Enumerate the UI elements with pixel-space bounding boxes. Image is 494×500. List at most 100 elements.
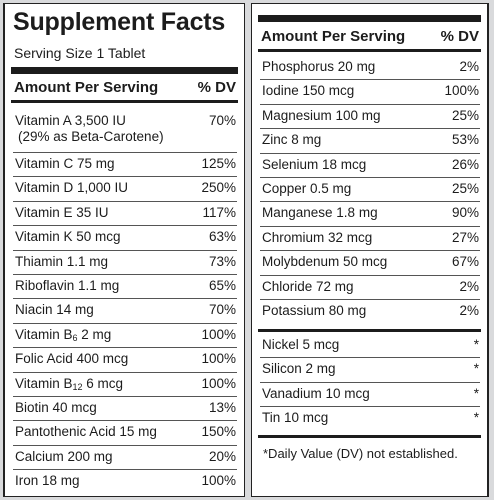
daily-value: 70% — [208, 113, 236, 128]
nutrient-row: Molybdenum 50 mcg 67% — [260, 251, 480, 276]
footnote: *Daily Value (DV) not established. — [263, 446, 458, 461]
nutrient-name-text: Vitamin A 3,500 IU — [15, 113, 126, 128]
nutrient-name: Iron 18 mg — [13, 473, 80, 494]
nutrient-row: Vitamin A 3,500 IU (29% as Beta-Carotene)… — [13, 110, 237, 153]
daily-value: * — [473, 337, 479, 352]
nutrient-row: Chromium 32 mcg 27% — [260, 227, 480, 252]
daily-value: 20% — [208, 448, 236, 464]
nutrient-name: Biotin 40 mcg — [13, 400, 97, 420]
nutrient-row: Nickel 5 mcg * — [260, 334, 480, 359]
nutrient-name-text: Iron 18 mg — [15, 473, 80, 489]
nutrient-name: Manganese 1.8 mg — [260, 205, 378, 225]
nutrient-name: Potassium 80 mg — [260, 303, 366, 324]
nutrient-name: Selenium 18 mcg — [260, 157, 366, 177]
nutrient-name-rest: 6 mcg — [82, 375, 124, 391]
daily-value: 26% — [451, 156, 479, 172]
nutrient-row: Niacin 14 mg 70% — [13, 299, 237, 324]
supplement-facts-panel-left: Supplement Facts Serving Size 1 Tablet A… — [3, 3, 245, 497]
nutrient-row: Vitamin D 1,000 IU 250% — [13, 177, 237, 202]
nutrient-name-text: Potassium 80 mg — [262, 302, 367, 318]
nutrient-name: Vitamin K 50 mcg — [13, 229, 121, 249]
daily-value: 2% — [459, 278, 479, 294]
nutrient-row: Vitamin K 50 mcg 63% — [13, 226, 237, 251]
nutrient-name-text: Vitamin C 75 mg — [15, 156, 115, 171]
header-amount: Amount Per Serving — [261, 27, 406, 45]
header-dv: % DV — [197, 78, 236, 96]
daily-value: 13% — [208, 399, 236, 415]
nutrient-name-text: Chloride 72 mg — [262, 278, 354, 294]
column-header: Amount Per Serving % DV — [261, 25, 479, 47]
nutrient-row: Silicon 2 mg * — [260, 358, 480, 383]
nutrient-name-text: Vanadium 10 mcg — [262, 385, 370, 401]
nutrient-name-text: Biotin 40 mcg — [15, 399, 97, 415]
nutrient-name: Copper 0.5 mg — [260, 181, 351, 201]
daily-value: 70% — [208, 302, 236, 318]
nutrient-row: Phosphorus 20 mg 2% — [260, 56, 480, 81]
nutrient-name-text: Molybdenum 50 mcg — [262, 254, 388, 270]
nutrient-name: Thiamin 1.1 mg — [13, 254, 108, 274]
daily-value: 117% — [202, 204, 236, 220]
nutrient-row: Vitamin E 35 IU 117% — [13, 202, 237, 227]
nutrient-row: Folic Acid 400 mcg 100% — [13, 348, 237, 373]
daily-value: 100% — [201, 351, 236, 367]
nutrient-row: Chloride 72 mg 2% — [260, 276, 480, 300]
daily-value: 125% — [201, 156, 236, 171]
nutrient-name: Vitamin E 35 IU — [13, 205, 109, 225]
daily-value: 65% — [208, 277, 236, 293]
supplement-facts-panel-right: Amount Per Serving % DV Phosphorus 20 mg… — [251, 3, 489, 497]
daily-value: 90% — [451, 205, 479, 221]
nutrient-row: Riboflavin 1.1 mg 65% — [13, 275, 237, 300]
panel-title: Supplement Facts — [13, 8, 226, 36]
nutrient-name: Vitamin C 75 mg — [13, 156, 115, 176]
nutrient-name-text: Vitamin E 35 IU — [15, 204, 109, 220]
serving-size: Serving Size 1 Tablet — [14, 45, 146, 61]
daily-value: 150% — [201, 424, 236, 440]
nutrient-name: Calcium 200 mg — [13, 449, 113, 469]
nutrient-list-no-dv: Nickel 5 mcg * Silicon 2 mg * Vanadium 10 mc… — [260, 334, 480, 432]
nutrient-name-text: Zinc 8 mg — [262, 132, 322, 148]
nutrient-name-text: Calcium 200 mg — [15, 448, 113, 464]
nutrient-name-text: Manganese 1.8 mg — [262, 205, 378, 221]
header-dv: % DV — [440, 27, 479, 45]
nutrient-name-text: Chromium 32 mcg — [262, 229, 373, 245]
nutrient-name-text: Nickel 5 mcg — [262, 337, 340, 352]
nutrient-name: Molybdenum 50 mcg — [260, 254, 387, 274]
nutrient-sub-line: (29% as Beta-Carotene) — [18, 129, 164, 144]
nutrient-subscript: 12 — [72, 381, 83, 392]
nutrient-list-right: Phosphorus 20 mg 2% Iodine 150 mcg 100% Magn… — [260, 56, 480, 324]
nutrient-row: Iron 18 mg 100% — [13, 470, 237, 494]
nutrient-name: Nickel 5 mcg — [260, 337, 339, 357]
nutrient-subscript: 6 — [72, 332, 78, 343]
nutrient-name: Chloride 72 mg — [260, 279, 354, 299]
daily-value: 73% — [208, 253, 236, 269]
nutrient-name-text: Folic Acid 400 mcg — [15, 351, 129, 367]
nutrient-name-text: Vitamin D 1,000 IU — [15, 180, 129, 196]
daily-value: 27% — [451, 229, 479, 245]
nutrient-name-text: Niacin 14 mg — [15, 302, 94, 318]
daily-value: 25% — [451, 107, 479, 123]
nutrient-row: Zinc 8 mg 53% — [260, 129, 480, 154]
nutrient-row: Vitamin C 75 mg 125% — [13, 153, 237, 178]
nutrient-name: Vitamin B12 6 mcg — [13, 376, 123, 396]
header-rule — [11, 100, 238, 103]
nutrient-name-text: Riboflavin 1.1 mg — [15, 277, 120, 293]
nutrient-row: Vitamin B12 6 mcg 100% — [13, 373, 237, 397]
nutrient-name: Niacin 14 mg — [13, 302, 94, 322]
nutrient-row: Calcium 200 mg 20% — [13, 446, 237, 471]
nutrient-row: Biotin 40 mcg 13% — [13, 397, 237, 422]
nutrient-name: Vitamin D 1,000 IU — [13, 180, 128, 200]
nutrient-name: Vanadium 10 mcg — [260, 386, 370, 406]
nutrient-name-text: Silicon 2 mg — [262, 361, 336, 377]
nutrient-list-left: Vitamin A 3,500 IU (29% as Beta-Carotene)… — [13, 110, 237, 494]
nutrient-name: Folic Acid 400 mcg — [13, 351, 128, 371]
daily-value: 2% — [459, 59, 479, 74]
nutrient-row: Vanadium 10 mcg * — [260, 383, 480, 408]
nutrient-name-text: Tin 10 mcg — [262, 410, 329, 426]
nutrient-name: Pantothenic Acid 15 mg — [13, 424, 157, 444]
nutrient-row: Thiamin 1.1 mg 73% — [13, 251, 237, 275]
nutrient-name-text: Vitamin K 50 mcg — [15, 229, 121, 245]
daily-value: 53% — [451, 132, 479, 148]
nutrient-name: Vitamin A 3,500 IU (29% as Beta-Carotene) — [13, 113, 164, 152]
daily-value: 100% — [201, 375, 236, 391]
nutrient-row: Magnesium 100 mg 25% — [260, 105, 480, 130]
